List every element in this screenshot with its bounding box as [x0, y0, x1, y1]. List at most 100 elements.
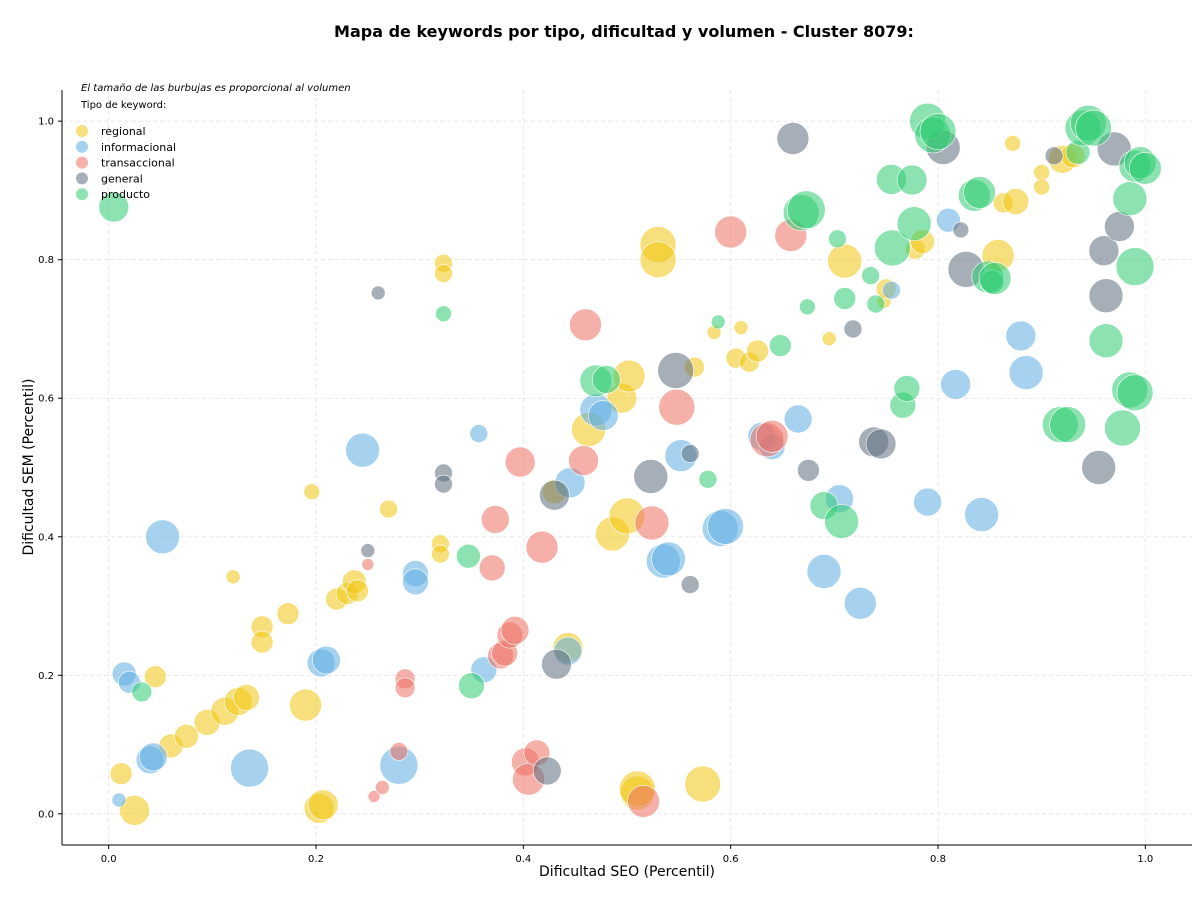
bubble-point — [913, 487, 942, 517]
x-tick-label: 0.4 — [515, 854, 531, 865]
bubble-point — [821, 331, 837, 347]
legend-marker — [76, 156, 88, 169]
bubble-point — [394, 677, 416, 699]
bubble-point — [1112, 181, 1148, 216]
bubble-point — [799, 298, 816, 316]
legend-item-regional: regional — [76, 125, 146, 138]
bubble-point — [874, 229, 911, 267]
bubble-point — [940, 369, 971, 400]
bubble-point — [698, 469, 718, 489]
bubble-point — [138, 742, 168, 772]
legend-label: producto — [101, 188, 150, 201]
bubble-point — [769, 334, 792, 357]
bubble-point — [591, 365, 621, 394]
x-tick-label: 0.6 — [723, 854, 739, 865]
legend-item-general: general — [76, 172, 143, 185]
bubbles — [98, 102, 1162, 826]
bubble-point — [707, 508, 744, 545]
legend-marker — [76, 172, 88, 185]
bubble-point — [587, 400, 619, 431]
x-tick-label: 0.0 — [101, 854, 117, 865]
bubble-point — [367, 790, 381, 803]
bubble-point — [541, 648, 572, 680]
legend-label: informacional — [101, 141, 176, 154]
axes — [61, 90, 1192, 846]
bubble-point — [776, 122, 810, 155]
bubble-point — [710, 314, 726, 330]
legend-items: regional informacional transaccional genera… — [76, 125, 176, 201]
bubble-point — [639, 241, 677, 279]
bubble-point — [746, 339, 769, 363]
bubble-point — [345, 432, 380, 468]
legend-item-transaccional: transaccional — [76, 156, 175, 170]
series-informacional — [111, 207, 1044, 808]
bubble-point — [1088, 323, 1124, 359]
x-tick-label: 1.0 — [1137, 854, 1153, 865]
y-tick-label: 1.0 — [38, 117, 54, 128]
bubble-point — [1088, 278, 1124, 314]
bubble-point — [525, 530, 559, 564]
bubble-point — [434, 264, 453, 283]
bubble-point — [480, 505, 510, 534]
bubble-point — [402, 568, 429, 596]
bubble-point — [379, 499, 398, 519]
bubble-point — [658, 388, 696, 426]
bubble-point — [504, 446, 536, 478]
bubble-point — [370, 285, 386, 301]
bubble-point — [361, 558, 375, 571]
bubble-point — [1075, 109, 1112, 147]
bubble-point — [651, 541, 686, 577]
bubble-point — [657, 352, 695, 389]
bubble-point — [828, 229, 847, 249]
legend-label: general — [101, 172, 143, 185]
bubble-point — [833, 287, 857, 310]
bubble-point — [119, 795, 150, 826]
bubble-point — [307, 789, 339, 821]
bubble-point — [627, 785, 660, 818]
bubble-point — [145, 519, 180, 555]
bubble-point — [1005, 320, 1037, 352]
bubble-point — [680, 575, 700, 594]
bubble-point — [896, 164, 928, 196]
bubble-point — [797, 458, 820, 482]
y-tick-label: 0.0 — [38, 809, 54, 820]
bubble-point — [733, 320, 749, 335]
bubble-point — [374, 780, 390, 795]
bubble-point — [1104, 211, 1135, 242]
bubble-point — [783, 404, 813, 434]
y-tick-label: 0.4 — [38, 532, 54, 543]
bubble-point — [478, 554, 506, 582]
bubble-point — [865, 428, 897, 460]
bubble-point — [1104, 409, 1141, 447]
bubble-point — [786, 190, 826, 230]
bubble-point — [964, 497, 999, 532]
bubble-point — [346, 579, 369, 603]
bubble-point — [360, 543, 376, 558]
bubble-point — [919, 113, 957, 150]
legend-item-informacional: informacional — [76, 140, 176, 154]
bubble-point — [303, 483, 321, 501]
bubble-point — [1044, 146, 1064, 166]
legend-marker — [76, 125, 88, 137]
bubble-point — [435, 305, 452, 323]
legend-label: transaccional — [101, 157, 175, 170]
legend-title: Tipo de keyword: — [80, 100, 166, 111]
legend-marker — [76, 140, 88, 153]
bubble-point — [1049, 406, 1086, 443]
bubble-point — [1033, 178, 1050, 196]
bubble-point — [456, 543, 481, 569]
bubble-point — [569, 308, 602, 342]
x-tick-label: 0.2 — [308, 854, 324, 865]
bubble-point — [843, 319, 863, 339]
bubble-point — [111, 792, 127, 808]
bubble-point — [684, 765, 722, 803]
bubble-point — [434, 474, 453, 494]
bubble-point — [98, 191, 130, 223]
legend-item-producto: producto — [76, 188, 150, 201]
series-transaccional — [361, 215, 808, 818]
bubble-size-note: El tamaño de las burbujas es proporciona… — [81, 83, 351, 94]
bubble-point — [634, 505, 670, 541]
x-axis-label: Dificultad SEO (Percentil) — [539, 864, 715, 880]
bubble-point — [633, 459, 669, 494]
bubble-point — [568, 445, 599, 476]
